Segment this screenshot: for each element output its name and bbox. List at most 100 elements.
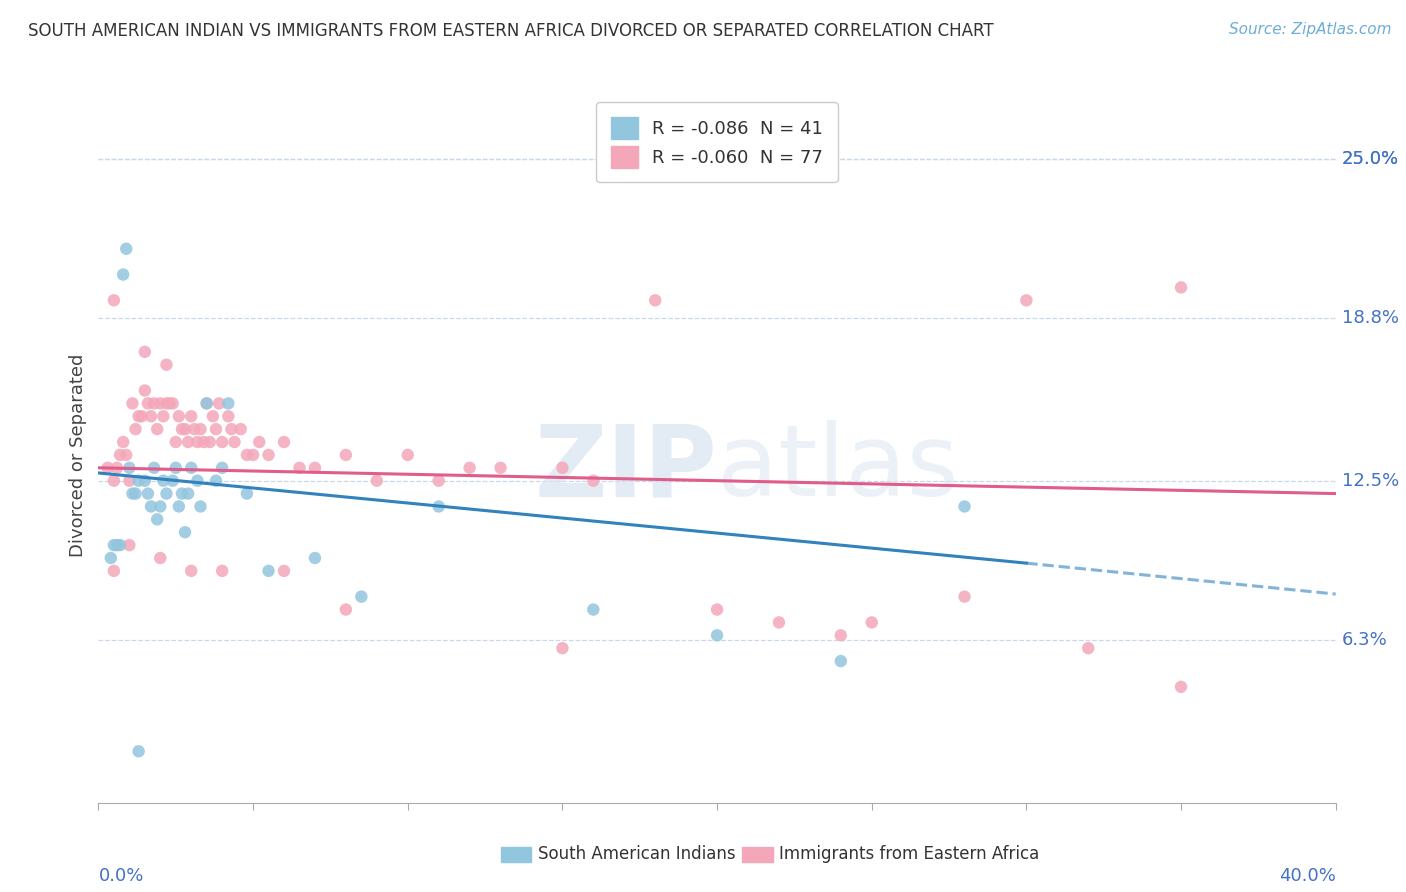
Point (103, 474, 125, 488)
Point (118, 538, 141, 552)
Point (335, 602, 357, 616)
Text: 25.0%: 25.0% (1341, 150, 1399, 168)
Text: 12.5%: 12.5% (1341, 472, 1399, 490)
Point (149, 396, 172, 410)
Text: SOUTH AMERICAN INDIAN VS IMMIGRANTS FROM EASTERN AFRICA DIVORCED OR SEPARATED CO: SOUTH AMERICAN INDIAN VS IMMIGRANTS FROM… (28, 22, 994, 40)
Text: 18.8%: 18.8% (1341, 310, 1399, 327)
Point (195, 396, 218, 410)
Point (186, 474, 208, 488)
Point (170, 486, 193, 500)
Text: ZIP: ZIP (534, 420, 717, 517)
Point (458, 460, 481, 475)
Point (1170, 680, 1192, 694)
Point (706, 602, 728, 616)
Text: Immigrants from Eastern Africa: Immigrants from Eastern Africa (779, 845, 1039, 863)
Point (830, 628, 852, 642)
Point (103, 564, 125, 578)
Point (257, 448, 280, 462)
Point (217, 409, 239, 424)
Point (242, 448, 264, 462)
Point (112, 268, 135, 282)
Point (177, 435, 200, 450)
Point (489, 460, 512, 475)
Point (118, 474, 141, 488)
Point (124, 422, 146, 436)
Point (582, 474, 605, 488)
Point (208, 396, 231, 410)
Point (174, 422, 197, 436)
Point (211, 435, 233, 450)
Point (180, 564, 202, 578)
Point (100, 551, 122, 566)
Point (155, 486, 177, 500)
Point (131, 409, 153, 424)
Point (115, 242, 138, 256)
Point (159, 396, 181, 410)
Point (162, 396, 184, 410)
Text: Source: ZipAtlas.com: Source: ZipAtlas.com (1229, 22, 1392, 37)
Point (706, 628, 728, 642)
Point (217, 396, 239, 410)
Point (121, 396, 143, 410)
Point (830, 654, 852, 668)
Point (103, 538, 125, 552)
Point (273, 564, 295, 578)
Point (108, 538, 131, 552)
Point (273, 435, 295, 450)
Point (128, 744, 150, 758)
Text: 40.0%: 40.0% (1279, 867, 1336, 885)
Point (396, 448, 419, 462)
Point (953, 500, 976, 514)
Point (97, 460, 120, 475)
Point (224, 435, 246, 450)
Point (165, 460, 187, 475)
Point (236, 448, 259, 462)
Point (551, 641, 574, 656)
Point (103, 293, 125, 308)
Point (128, 474, 150, 488)
Point (180, 460, 202, 475)
Point (139, 500, 162, 514)
Y-axis label: Divorced or Separated: Divorced or Separated (69, 353, 87, 557)
Point (124, 486, 146, 500)
Point (183, 422, 205, 436)
Point (121, 486, 143, 500)
Point (143, 396, 166, 410)
Point (162, 474, 184, 488)
Point (149, 500, 172, 514)
Point (152, 474, 174, 488)
Point (180, 409, 202, 424)
Point (149, 551, 172, 566)
Point (190, 500, 212, 514)
Point (1170, 280, 1192, 294)
Point (136, 396, 159, 410)
Point (146, 512, 169, 526)
Point (953, 590, 976, 604)
Point (174, 525, 197, 540)
Point (165, 435, 187, 450)
Point (105, 460, 128, 475)
Point (288, 460, 311, 475)
Point (198, 435, 221, 450)
Bar (501, 847, 531, 862)
Text: South American Indians: South American Indians (537, 845, 735, 863)
Point (205, 422, 228, 436)
Point (193, 435, 215, 450)
Point (167, 409, 190, 424)
Point (118, 460, 141, 475)
Point (335, 448, 357, 462)
Point (236, 486, 259, 500)
Text: 0.0%: 0.0% (98, 867, 143, 885)
Point (108, 448, 131, 462)
Point (221, 422, 243, 436)
Point (582, 602, 605, 616)
Point (1015, 293, 1038, 308)
Legend: R = -0.086  N = 41, R = -0.060  N = 77: R = -0.086 N = 41, R = -0.060 N = 77 (596, 103, 838, 182)
Point (115, 448, 138, 462)
Point (768, 615, 790, 630)
Point (105, 538, 128, 552)
Point (860, 615, 883, 630)
Point (257, 564, 280, 578)
Point (128, 409, 150, 424)
Text: atlas: atlas (717, 420, 959, 517)
